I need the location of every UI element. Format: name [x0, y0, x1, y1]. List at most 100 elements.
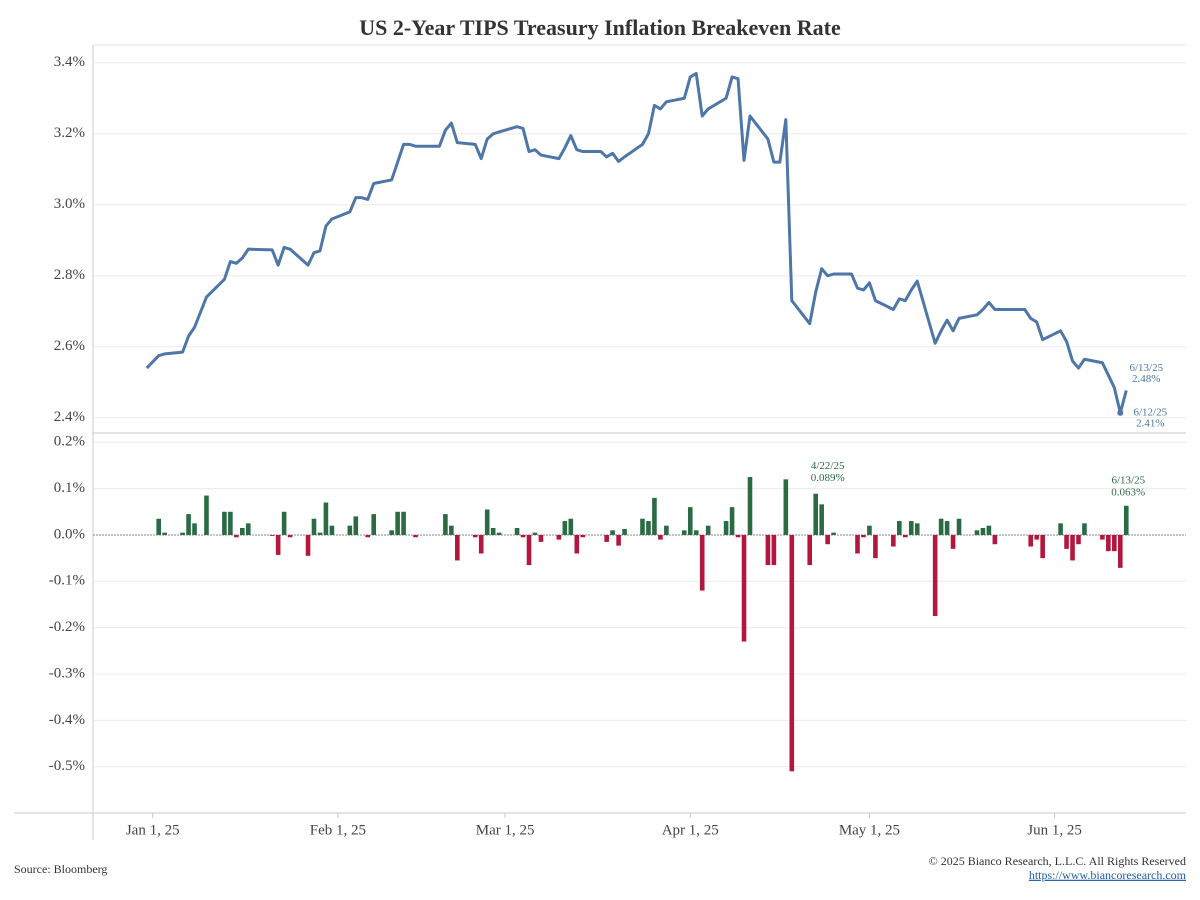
bar [222, 511, 227, 535]
bar [765, 534, 771, 566]
bar [1064, 534, 1069, 549]
bar [1106, 534, 1111, 552]
bar [610, 530, 615, 535]
bar [729, 507, 735, 535]
bar [1034, 534, 1039, 540]
bar [365, 534, 371, 538]
bar [789, 534, 795, 772]
bar [622, 528, 627, 535]
bar [646, 521, 651, 535]
bar [867, 525, 872, 535]
bar [658, 534, 663, 540]
bar [687, 507, 693, 535]
bar [825, 534, 830, 545]
annotation-value: 2.41% [1136, 417, 1164, 429]
y-tick-label: 3.2% [54, 125, 85, 141]
bar [371, 514, 377, 535]
source-note: Source: Bloomberg [14, 862, 107, 876]
x-tick-label: Jun 1, 25 [1027, 822, 1082, 838]
bar [932, 534, 938, 617]
bar [747, 477, 753, 535]
annotation-value: 2.48% [1132, 373, 1160, 385]
bar [443, 514, 448, 535]
bar [347, 525, 353, 535]
bar [556, 534, 562, 540]
copyright: © 2025 Bianco Research, L.L.C. All Right… [929, 854, 1186, 868]
bar [992, 534, 998, 545]
bar [323, 502, 329, 535]
x-tick-label: Apr 1, 25 [662, 822, 719, 838]
bar [735, 534, 741, 538]
website-link[interactable]: https://www.biancoresearch.com [1029, 868, 1187, 882]
bar [401, 511, 406, 535]
bar [478, 534, 484, 554]
bar [186, 514, 191, 535]
bar [741, 534, 747, 642]
y-tick-label: -0.1% [49, 573, 85, 589]
bar [897, 521, 902, 535]
bar [807, 534, 813, 566]
bar [956, 518, 962, 535]
bar [562, 521, 568, 535]
line-series [145, 71, 1128, 415]
bar [640, 518, 645, 535]
bar [986, 525, 992, 535]
bar [1058, 523, 1063, 535]
bar [228, 511, 233, 535]
bar [317, 532, 323, 535]
bar [1112, 534, 1117, 552]
bar [1040, 534, 1045, 559]
y-tick-label: 2.6% [54, 338, 85, 354]
bar [950, 534, 956, 549]
bar [705, 525, 711, 535]
bar [245, 523, 251, 535]
bar [771, 534, 777, 566]
annotation-date: 6/13/25 [1129, 362, 1163, 374]
bar [1118, 534, 1123, 568]
y-tick-label: -0.5% [49, 758, 85, 774]
bar [938, 518, 944, 535]
bar [353, 516, 359, 535]
bar [269, 534, 275, 536]
bar [455, 534, 460, 561]
annotation-date: 4/22/25 [811, 460, 845, 472]
bar [891, 534, 896, 547]
bar [783, 479, 789, 535]
bar [204, 495, 209, 535]
bar [395, 511, 400, 535]
bar [723, 521, 729, 535]
bar [281, 511, 287, 535]
bar [980, 528, 986, 535]
chart-title: US 2-Year TIPS Treasury Inflation Breake… [359, 15, 841, 40]
bar [389, 530, 394, 535]
bar [604, 534, 609, 542]
bar [819, 504, 824, 535]
bar [234, 534, 239, 538]
bar [861, 534, 866, 538]
x-tick-label: Feb 1, 25 [310, 822, 366, 838]
y-tick-label: -0.2% [49, 619, 85, 635]
bar [156, 518, 161, 535]
bar [568, 518, 574, 535]
y-tick-label: 2.4% [54, 409, 85, 425]
bar [484, 509, 490, 535]
bar [496, 532, 502, 535]
bar [974, 530, 980, 535]
bar [1070, 534, 1075, 561]
annotation-value: 0.063% [1111, 486, 1145, 498]
y-tick-label: 0.1% [54, 480, 85, 496]
bar [908, 521, 914, 535]
bar [813, 493, 818, 535]
bar [287, 534, 293, 538]
bar [162, 532, 167, 535]
x-tick-label: May 1, 25 [839, 822, 900, 838]
bar [514, 528, 520, 535]
bar [311, 518, 317, 535]
bar [902, 534, 908, 538]
bar [275, 534, 281, 555]
bar [855, 534, 860, 554]
bar [526, 534, 532, 566]
y-tick-label: -0.3% [49, 665, 85, 681]
bar [1076, 534, 1081, 545]
bar [329, 525, 335, 535]
